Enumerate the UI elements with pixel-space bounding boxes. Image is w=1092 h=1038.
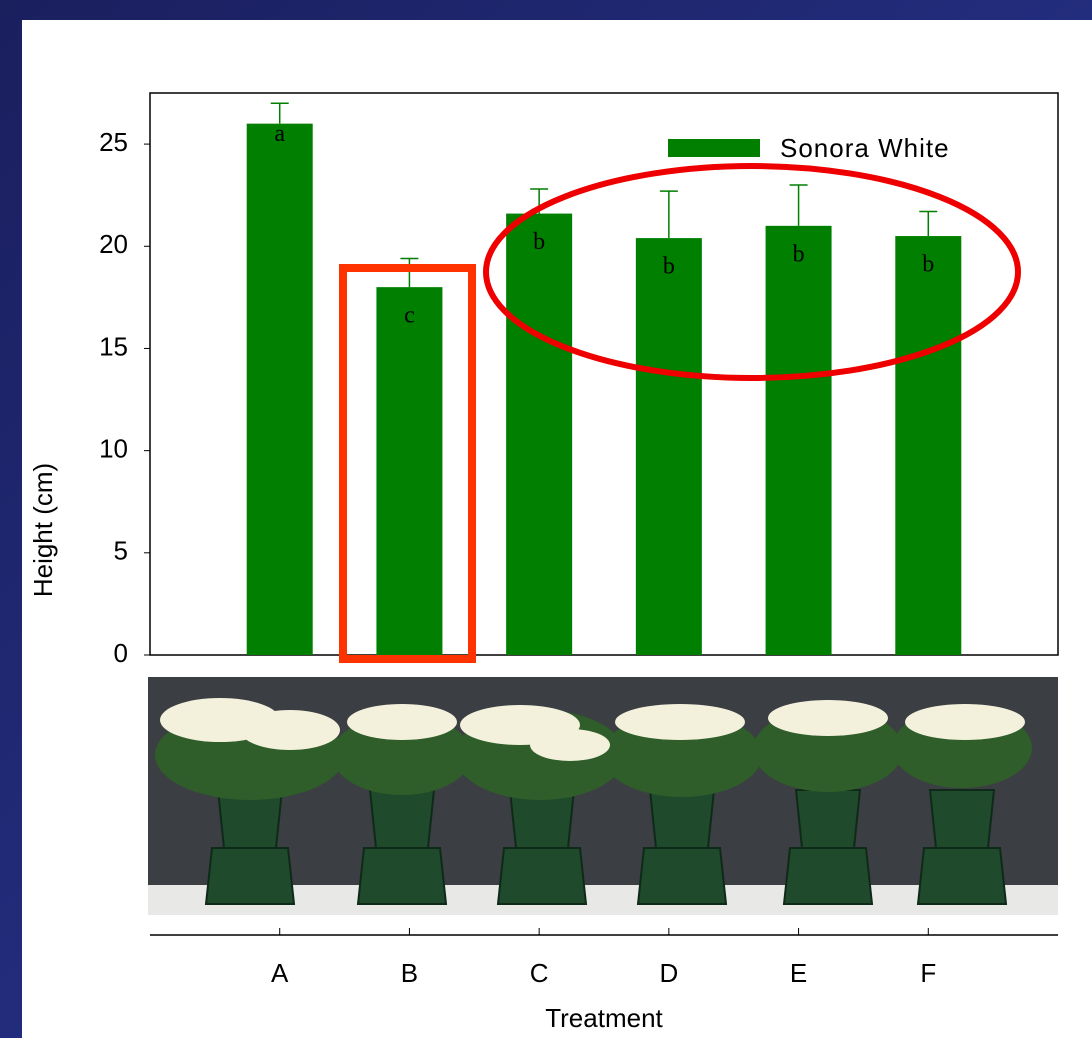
x-tick-label: A [271,958,289,988]
bar [246,123,313,656]
highlight-ellipse [483,163,1021,381]
y-tick-label: 15 [99,331,128,361]
plot-frame [149,92,1059,656]
x-tick-label: B [401,958,418,988]
error-bar [919,210,938,237]
x-axis-label: Treatment [545,1003,663,1033]
significance-letter: c [404,303,415,329]
error-bar [659,190,678,239]
y-tick-label: 0 [114,638,128,668]
bar [635,238,702,655]
x-tick-label: D [659,958,678,988]
error-bar [789,184,808,226]
significance-letter: b [922,252,934,278]
error-bar [270,102,289,124]
bar [376,287,443,655]
legend-label: Sonora White [780,133,950,163]
y-tick-label: 10 [99,434,128,464]
y-tick-label: 20 [99,229,128,259]
highlight-box [339,264,476,663]
y-tick-label: 25 [99,127,128,157]
y-tick-label: 5 [114,536,128,566]
photo [148,677,1058,915]
significance-letter: b [793,241,805,267]
bar [506,213,573,656]
x-tick-label: F [920,958,936,988]
legend-swatch [668,139,760,157]
error-bar [400,257,419,288]
y-axis-label: Height (cm) [28,463,58,597]
x-tick-label: E [790,958,807,988]
bar [895,236,962,655]
significance-letter: a [274,121,285,147]
bar [765,225,832,655]
significance-letter: b [663,254,675,280]
significance-letter: b [533,229,545,255]
x-tick-label: C [530,958,549,988]
